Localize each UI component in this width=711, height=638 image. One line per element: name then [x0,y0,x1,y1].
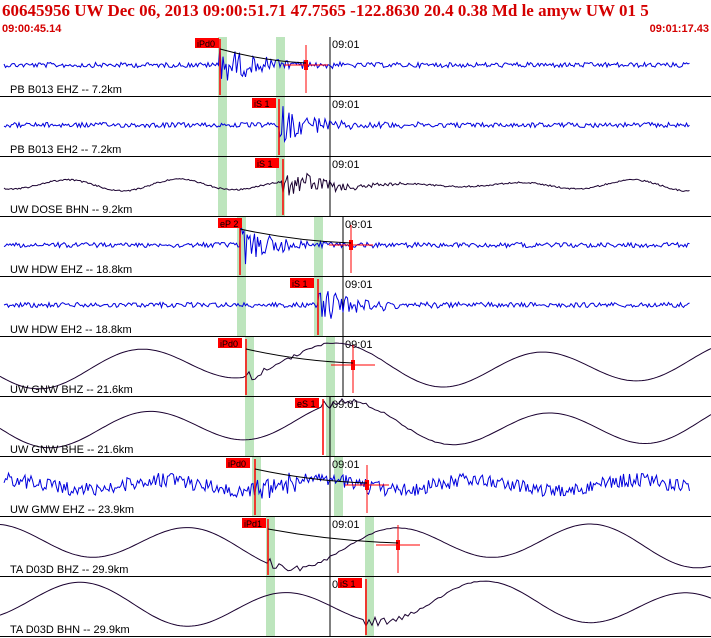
time-tick-label: 09:01 [345,279,373,291]
waveform-trace [0,580,711,628]
pick-flag [255,158,279,168]
pick-window [218,97,227,157]
pick-flag [218,218,242,228]
pick-label: iS 1 [292,279,308,289]
pick-window [276,97,285,157]
waveform-trace [0,342,711,390]
pick-flag [338,578,362,588]
coda-box [304,60,308,70]
channel-label: UW DOSE BHN -- 9.2km [10,204,132,216]
channel-row: 09:01 iPd0 UW GNW BHZ -- 21.6km [0,337,711,397]
pick-flag [218,338,242,348]
time-tick-label: 09:01 [332,39,360,51]
amplitude-curve [267,528,399,544]
channel-label: UW GNW BHE -- 21.6km [10,444,133,456]
channel-label: TA D03D BHZ -- 29.9km [10,564,128,576]
pick-label: iPd0 [228,459,246,469]
pick-window [266,517,275,577]
coda-box [351,360,355,370]
start-time-label: 09:00:45.14 [2,23,62,35]
channel-row: 09:01 iPd0 UW GMW EHZ -- 23.9km [0,457,711,517]
channel-label: UW GMW EHZ -- 23.9km [10,504,134,516]
pick-window [245,337,254,397]
pick-flag [242,518,266,528]
waveform-trace [3,291,690,319]
pick-label: eS 1 [297,399,316,409]
waveform-trace [3,172,690,196]
time-tick-label: 09:01 [345,339,373,351]
amplitude-curve [219,48,307,64]
pick-flag [195,38,219,48]
time-tick-label: 09:01 [332,99,360,111]
amplitude-curve [239,228,352,244]
pick-label: iS 1 [254,99,270,109]
pick-label: iPd0 [197,39,215,49]
pick-window [314,217,323,277]
channel-label: UW GNW BHZ -- 21.6km [10,384,133,396]
pick-flag [295,398,319,408]
channel-label: UW HDW EHZ -- 18.8km [10,264,132,276]
pick-label: iPd1 [244,519,262,529]
pick-window [245,397,254,457]
channel-row: 09:01 eP 2 UW HDW EHZ -- 18.8km [0,217,711,277]
pick-window [365,577,374,637]
time-tick-label: 09:01 [332,459,360,471]
pick-window [334,457,343,517]
pick-label: iPd0 [220,339,238,349]
time-tick-label: 09:01 [332,159,360,171]
seismogram-panel: 09:01 iPd0 PB B013 EHZ -- 7.2km 09:01 iS 1 PB… [0,37,711,637]
header: 60645956 UW Dec 06, 2013 09:00:51.71 47.… [0,0,711,38]
waveform-trace [3,46,690,81]
channel-row: 09:01 iS 1 UW DOSE BHN -- 9.2km [0,157,711,217]
channel-label: PB B013 EH2 -- 7.2km [10,144,121,156]
channel-row: 09:01 iS 1 PB B013 EH2 -- 7.2km [0,97,711,157]
time-tick-label: 09:01 [345,219,373,231]
pick-window [218,157,227,217]
pick-window [365,517,374,577]
waveform-trace [0,398,711,449]
pick-window [237,217,246,277]
end-time-label: 09:01:17.43 [649,23,709,35]
pick-window [266,577,275,637]
pick-label: eP 2 [220,219,238,229]
waveform-trace [3,471,690,499]
channel-label: TA D03D BHN -- 29.9km [10,624,130,636]
channel-row: 09:01 iPd0 PB B013 EHZ -- 7.2km [0,37,711,97]
waveform-trace [0,523,711,572]
pick-label: iS 1 [257,159,273,169]
coda-box [365,480,369,490]
coda-box [349,240,353,250]
pick-label: iS 1 [340,579,356,589]
waveform-trace [3,106,690,143]
pick-flag [252,98,276,108]
pick-window [276,157,285,217]
channel-label: PB B013 EHZ -- 7.2km [10,84,122,96]
amplitude-curve [245,348,354,364]
pick-window [326,337,335,397]
pick-window [237,277,246,337]
channel-row: 09:01 iS 1 UW HDW EH2 -- 18.8km [0,277,711,337]
time-tick-label: 09:01 [332,519,360,531]
coda-box [396,540,400,550]
event-title: 60645956 UW Dec 06, 2013 09:00:51.71 47.… [2,1,649,20]
pick-flag [290,278,314,288]
channel-row: 09:01 iPd1 TA D03D BHZ -- 29.9km [0,517,711,577]
amplitude-curve [254,468,368,484]
pick-flag [226,458,250,468]
channel-label: UW HDW EH2 -- 18.8km [10,324,132,336]
